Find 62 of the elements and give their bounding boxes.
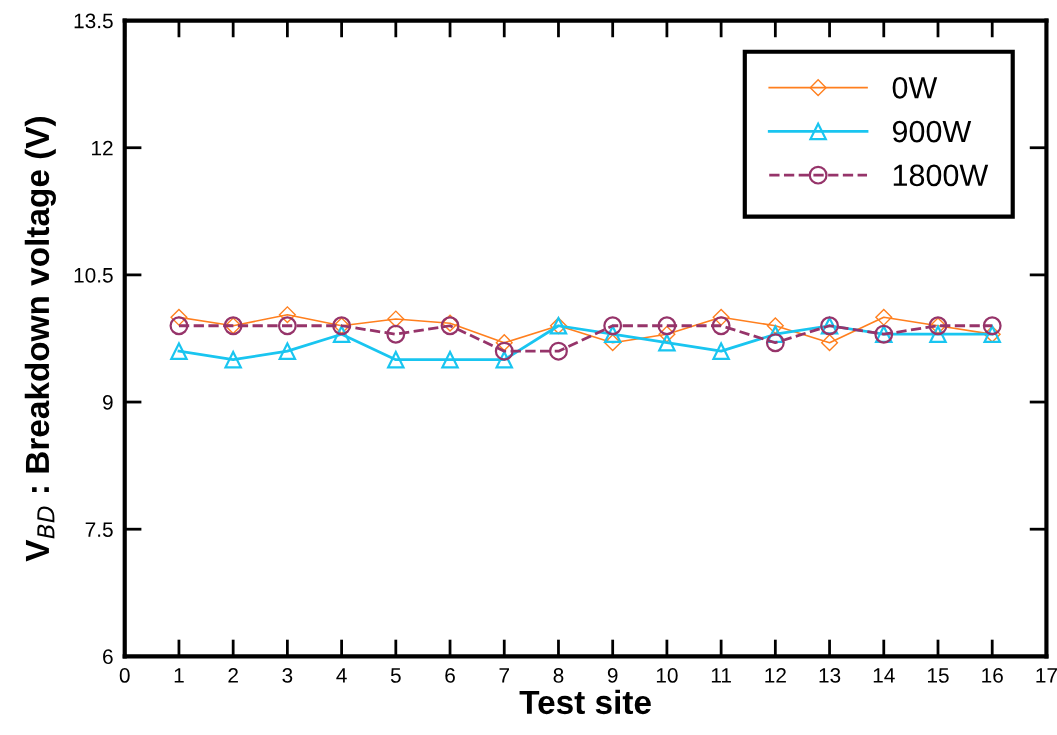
x-tick-label: 8 [553, 668, 564, 683]
point [603, 325, 622, 343]
x-tick-label: 0 [119, 668, 130, 683]
point [277, 316, 297, 336]
y-tick-label: 6 [103, 649, 113, 665]
point [766, 325, 785, 343]
x-tick-label: 11 [711, 668, 731, 683]
point [495, 334, 513, 352]
legend-label: 0W [892, 77, 938, 99]
x-tick-label: 12 [765, 668, 786, 683]
point [658, 333, 676, 352]
x-tick-label: 2 [228, 668, 238, 683]
y-tick-label: 10.5 [74, 267, 113, 283]
point [821, 334, 839, 352]
point [712, 308, 730, 326]
point [765, 333, 785, 353]
point [170, 342, 188, 360]
point [603, 316, 623, 336]
x-tick-label: 5 [390, 668, 401, 683]
x-tick-label: 16 [982, 668, 1003, 683]
point [387, 350, 405, 369]
point [224, 350, 242, 369]
point [549, 341, 568, 361]
point [982, 316, 1002, 336]
legend-label: 900W [892, 120, 972, 143]
point [441, 350, 459, 369]
point [657, 316, 677, 336]
point [169, 316, 189, 336]
x-tick-label: 6 [445, 668, 455, 683]
x-axis-title: Test site [519, 689, 651, 715]
x-tick-label: 17 [1036, 668, 1057, 683]
legend-label: 1800W [893, 164, 989, 187]
point [386, 324, 406, 344]
x-tick-label: 9 [607, 668, 618, 683]
x-tick-label: 15 [928, 668, 949, 683]
x-tick-label: 4 [336, 668, 347, 683]
y-tick-label: 13.5 [74, 13, 113, 29]
point [495, 350, 513, 369]
point [387, 310, 405, 328]
point [712, 342, 730, 360]
y-tick-label: 9 [103, 395, 113, 410]
y-tick-label: 12 [92, 140, 113, 156]
point [711, 316, 731, 336]
x-tick-label: 13 [819, 668, 841, 683]
point [766, 317, 784, 335]
point [658, 325, 676, 343]
y-tick-label: 7.5 [85, 522, 113, 537]
y-axis-title: V$_{BD}$ : Breakdown voltage (V) [24, 117, 56, 562]
point [494, 341, 514, 361]
point [278, 342, 297, 360]
point [929, 325, 947, 343]
x-tick-label: 1 [174, 668, 184, 683]
x-tick-label: 3 [282, 668, 293, 683]
point [170, 308, 188, 326]
x-tick-label: 7 [499, 668, 509, 683]
point [875, 308, 893, 326]
point [332, 325, 351, 343]
x-tick-label: 14 [873, 668, 895, 683]
point [604, 334, 622, 352]
x-tick-label: 10 [656, 668, 678, 683]
point [278, 306, 296, 324]
point [441, 314, 459, 332]
